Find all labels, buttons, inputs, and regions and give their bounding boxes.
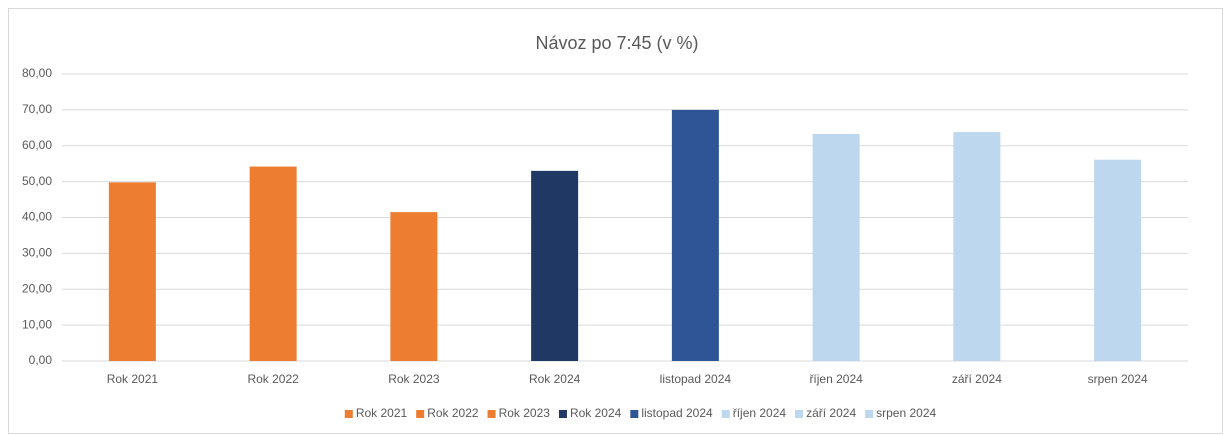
- x-tick-label: listopad 2024: [660, 372, 732, 386]
- y-tick-label: 30,00: [22, 246, 52, 260]
- legend-swatch: [795, 410, 804, 418]
- y-tick-label: 0,00: [29, 353, 53, 367]
- bar: [249, 166, 297, 361]
- bar: [531, 170, 579, 361]
- y-tick-label: 40,00: [22, 210, 52, 224]
- legend-swatch: [721, 410, 730, 418]
- y-tick-label: 20,00: [22, 281, 52, 295]
- x-tick-label: Rok 2023: [388, 372, 440, 386]
- legend-label: Rok 2021: [356, 406, 408, 420]
- x-tick-label: Rok 2021: [107, 372, 159, 386]
- chart-title: Návoz po 7:45 (v %): [535, 33, 698, 53]
- y-tick-label: 80,00: [22, 66, 52, 80]
- x-tick-label: Rok 2024: [529, 372, 581, 386]
- bar: [671, 109, 719, 361]
- bar: [953, 132, 1001, 361]
- legend-label: Rok 2022: [427, 406, 479, 420]
- chart-border: [8, 8, 1223, 434]
- x-tick-label: září 2024: [952, 372, 1002, 386]
- y-tick-label: 70,00: [22, 102, 52, 116]
- x-tick-label: srpen 2024: [1088, 372, 1148, 386]
- y-tick-label: 60,00: [22, 138, 52, 152]
- bar: [390, 212, 438, 361]
- bar: [812, 133, 860, 361]
- legend-swatch: [630, 410, 639, 418]
- y-tick-label: 10,00: [22, 317, 52, 331]
- legend-label: říjen 2024: [733, 406, 787, 420]
- legend-swatch: [558, 410, 567, 418]
- legend-swatch: [487, 410, 496, 418]
- legend-label: listopad 2024: [641, 406, 713, 420]
- x-tick-label: říjen 2024: [809, 372, 863, 386]
- legend-label: Rok 2024: [570, 406, 622, 420]
- y-tick-label: 50,00: [22, 174, 52, 188]
- legend-swatch: [416, 410, 425, 418]
- legend-label: srpen 2024: [876, 406, 936, 420]
- bar: [1094, 159, 1142, 361]
- x-tick-label: Rok 2022: [247, 372, 299, 386]
- legend-label: září 2024: [806, 406, 856, 420]
- legend-label: Rok 2023: [499, 406, 551, 420]
- bar: [108, 182, 156, 361]
- legend-swatch: [344, 410, 353, 418]
- legend-swatch: [865, 410, 874, 418]
